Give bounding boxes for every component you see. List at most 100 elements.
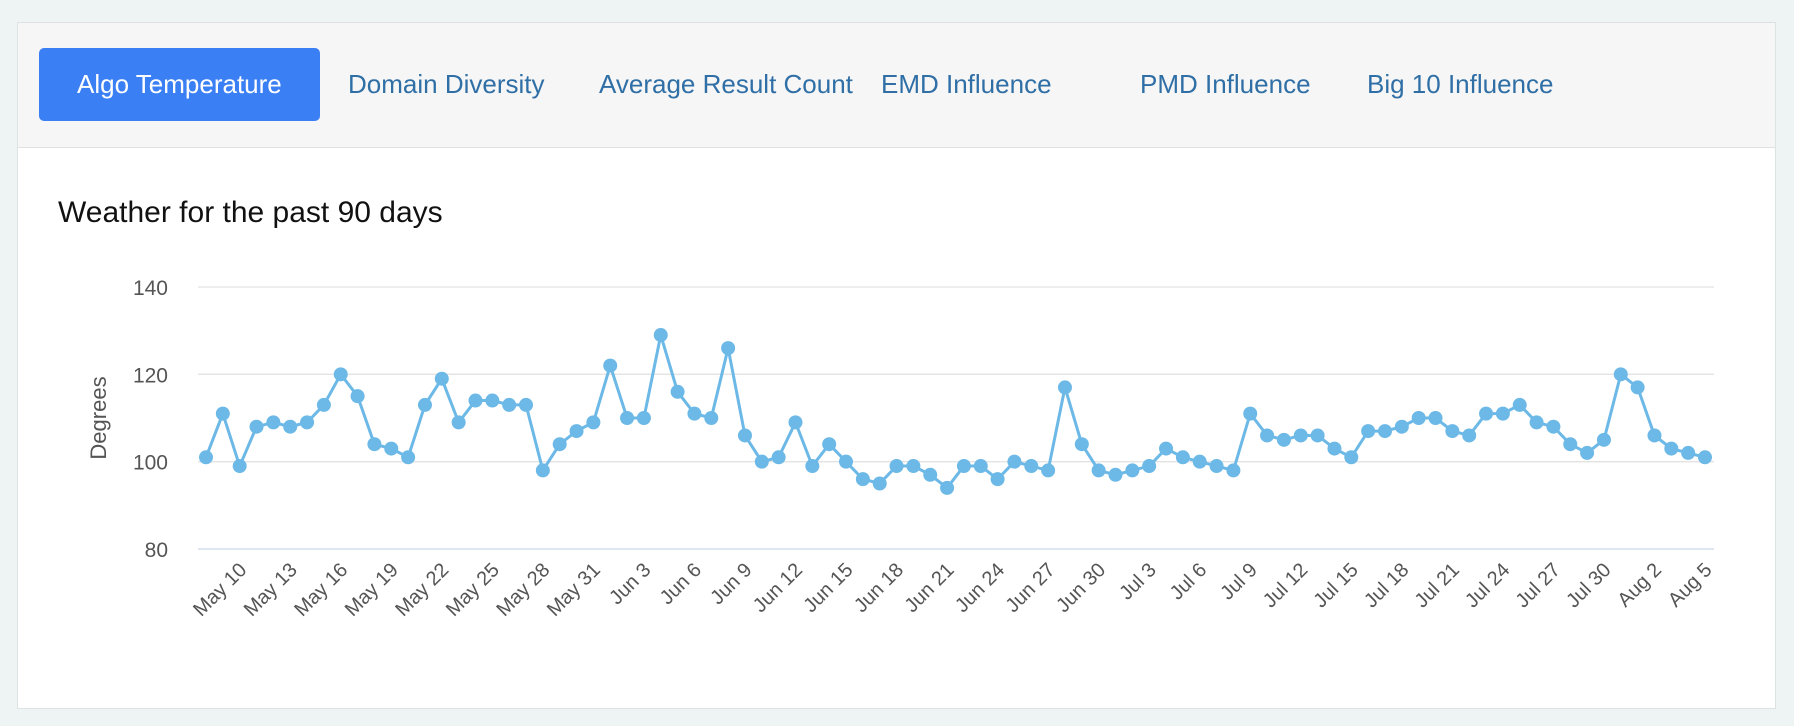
tab[interactable]: PMD Influence	[1102, 48, 1349, 121]
point	[384, 441, 399, 456]
y-tick-label: 120	[133, 364, 168, 387]
point	[1546, 419, 1561, 434]
x-tick-label: May 13	[240, 559, 302, 621]
point	[1226, 463, 1241, 478]
point	[1630, 380, 1645, 395]
point	[1327, 441, 1342, 456]
point	[350, 389, 365, 404]
point	[249, 419, 264, 434]
point	[569, 424, 584, 439]
point	[434, 371, 449, 386]
point	[822, 437, 837, 452]
x-tick-label: Jul 3	[1115, 559, 1160, 604]
point	[333, 367, 348, 382]
point	[1495, 406, 1510, 421]
point	[1057, 380, 1072, 395]
point	[923, 467, 938, 482]
x-tick-label: Jun 24	[951, 559, 1009, 617]
point	[316, 397, 331, 412]
x-tick-label: May 28	[492, 559, 554, 621]
chart-title: Weather for the past 90 days	[58, 196, 443, 229]
point	[805, 459, 820, 474]
point	[754, 454, 769, 469]
point	[1580, 445, 1595, 460]
x-tick-label: May 19	[341, 559, 403, 621]
tab[interactable]: Algo Temperature	[39, 48, 320, 121]
point	[1698, 450, 1712, 465]
point	[956, 459, 971, 474]
point	[1445, 424, 1460, 439]
point	[603, 358, 618, 373]
point	[872, 476, 887, 491]
point	[1613, 367, 1628, 382]
point	[940, 480, 955, 495]
point	[1411, 411, 1426, 425]
tab-bar: Algo Temperature Domain Diversity Average …	[18, 23, 1775, 148]
point	[1007, 454, 1022, 469]
x-tick-label: May 25	[442, 559, 504, 621]
point	[1243, 406, 1258, 421]
point	[266, 415, 281, 430]
y-tick-label: 100	[133, 452, 168, 475]
point	[839, 454, 854, 469]
x-tick-label: Jul 12	[1259, 559, 1312, 612]
x-tick-label: Jun 6	[656, 559, 706, 609]
point	[1479, 406, 1494, 421]
point	[367, 437, 382, 452]
point	[1512, 397, 1527, 412]
point	[906, 459, 921, 474]
point	[1091, 463, 1106, 478]
point	[788, 415, 803, 430]
tab[interactable]: Big 10 Influence	[1329, 48, 1591, 121]
x-tick-label: Jul 21	[1411, 559, 1464, 612]
point	[721, 341, 736, 356]
point	[535, 463, 550, 478]
point	[1563, 437, 1578, 452]
y-tick-label: 80	[145, 539, 168, 562]
point	[653, 328, 668, 343]
point	[1394, 419, 1409, 434]
x-tick-label: Jul 27	[1512, 559, 1565, 612]
y-tick-label: 140	[133, 277, 168, 300]
point	[1175, 450, 1190, 465]
x-tick-label: Jun 27	[1002, 559, 1060, 617]
point	[1125, 463, 1140, 478]
tab[interactable]: Average Result Count	[561, 48, 891, 121]
point	[485, 393, 500, 408]
point	[1192, 454, 1207, 469]
point	[1041, 463, 1056, 478]
point	[283, 419, 298, 434]
point	[552, 437, 567, 452]
point	[1596, 432, 1611, 447]
point	[1159, 441, 1174, 456]
point	[1260, 428, 1275, 443]
point	[1142, 459, 1157, 474]
point	[1529, 415, 1544, 430]
point	[1361, 424, 1376, 439]
point	[855, 472, 870, 487]
point	[737, 428, 752, 443]
x-tick-label: Jul 18	[1360, 559, 1413, 612]
point	[215, 406, 230, 421]
point	[1074, 437, 1089, 452]
x-tick-label: Jun 21	[901, 559, 959, 617]
x-tick-label: May 31	[543, 559, 605, 621]
x-tick-label: Jun 12	[749, 559, 807, 617]
point	[636, 411, 651, 425]
x-tick-label: Jul 30	[1562, 559, 1615, 612]
point	[586, 415, 601, 430]
point	[502, 397, 517, 412]
point	[199, 450, 213, 465]
point	[670, 384, 685, 399]
point	[1681, 445, 1696, 460]
tab[interactable]: Domain Diversity	[310, 48, 583, 121]
x-tick-label: Aug 5	[1664, 559, 1717, 612]
x-tick-label: Jun 30	[1052, 559, 1110, 617]
point	[1293, 428, 1308, 443]
point	[451, 415, 466, 430]
tab[interactable]: EMD Influence	[843, 48, 1090, 121]
point	[1647, 428, 1662, 443]
point	[1462, 428, 1477, 443]
x-tick-label: Jun 3	[605, 559, 655, 609]
